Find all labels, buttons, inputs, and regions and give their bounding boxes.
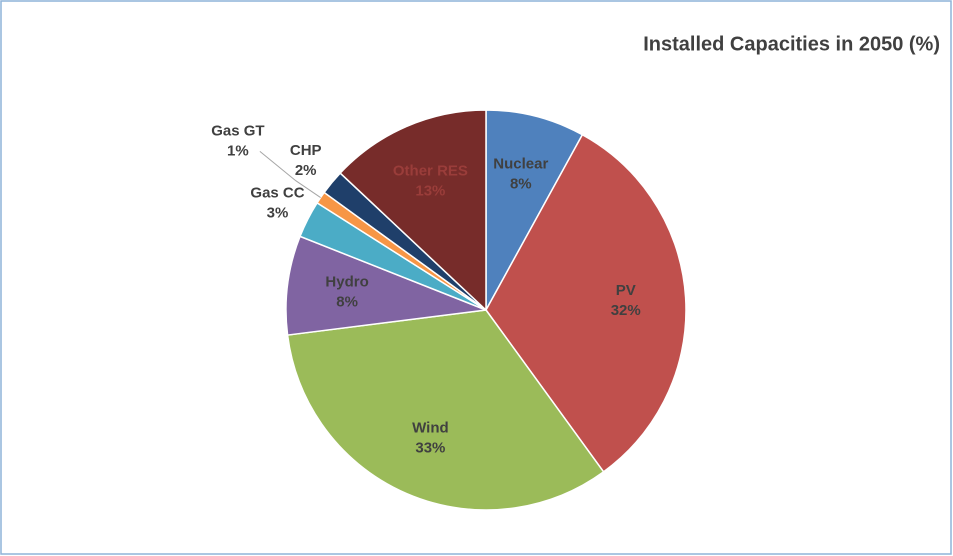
data-label: CHP 2%: [290, 142, 322, 179]
data-label: Gas CC 3%: [250, 185, 304, 222]
pie-slice: [485, 133, 687, 473]
leader-line: [259, 150, 321, 198]
category-label: Gas GT: [211, 122, 264, 139]
category-label: CHP: [290, 142, 322, 159]
value-label: 1%: [227, 142, 249, 159]
category-label: PV: [616, 282, 636, 299]
category-label: Gas CC: [250, 185, 304, 202]
value-label: 2%: [295, 162, 317, 179]
pie-slice: [339, 109, 487, 312]
data-label: PV 32%: [611, 282, 641, 319]
pie-slice: [286, 309, 605, 511]
value-label: 13%: [415, 182, 445, 199]
category-label: Nuclear: [493, 155, 548, 172]
value-label: 33%: [415, 439, 445, 456]
value-label: 3%: [267, 205, 289, 222]
value-label: 32%: [611, 302, 641, 319]
value-label: 8%: [336, 293, 358, 310]
data-label: Gas GT 1%: [211, 122, 264, 159]
chart-title: Installed Capacities in 2050 (%): [643, 33, 940, 55]
category-label: Other RES: [393, 162, 468, 179]
pie-slice: [485, 109, 584, 311]
category-label: Hydro: [325, 273, 368, 290]
category-label: Wind: [412, 419, 449, 436]
data-label: Other RES 13%: [393, 162, 468, 199]
data-label: Wind 33%: [412, 419, 449, 456]
pie-slice: [285, 235, 487, 336]
data-label: Hydro 8%: [325, 273, 368, 310]
value-label: 8%: [510, 175, 532, 192]
data-label: Nuclear 8%: [493, 155, 548, 192]
